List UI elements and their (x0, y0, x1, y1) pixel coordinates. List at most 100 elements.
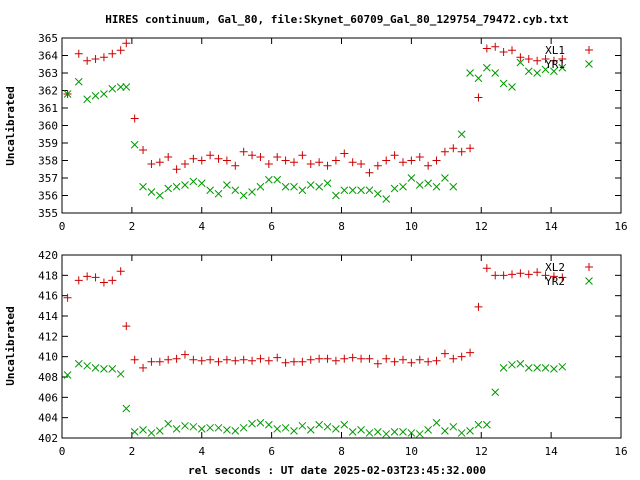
top-xl1-point (516, 53, 525, 62)
top-xl1-point (83, 56, 92, 65)
top-xl1-point (524, 55, 533, 63)
top-xl1-point (281, 156, 290, 165)
bottom-yr2-point (432, 418, 441, 427)
top-ytick-label: 357 (38, 172, 58, 185)
top-xl1-point (130, 114, 139, 123)
top-yr1-point (74, 77, 83, 86)
top-yr1-point (197, 179, 206, 188)
top-xl1-point (449, 144, 458, 153)
bottom-xtick-label: 10 (405, 445, 418, 458)
bottom-xl2-point (180, 350, 189, 359)
top-xl1-point (365, 168, 374, 177)
bottom-xl2-point (499, 271, 508, 280)
bottom-yr2-point (533, 363, 542, 372)
bottom-yr2-point (231, 427, 240, 435)
bottom-yr2-point (482, 420, 491, 429)
top-xl1-point (289, 158, 298, 167)
bottom-legend-label-xl2: XL2 (545, 261, 565, 274)
top-yr1-point (155, 191, 164, 200)
bottom-yr2-point (256, 418, 265, 427)
bottom-xl2-point (122, 322, 131, 331)
bottom-ytick-label: 410 (38, 351, 58, 364)
bottom-yr2-point (172, 424, 181, 433)
bottom-yr2-point (74, 359, 83, 368)
bottom-yr2-point (373, 428, 382, 436)
top-yr1-point (231, 186, 240, 195)
top-xtick-label: 2 (129, 220, 136, 233)
top-xtick-label: 14 (545, 220, 559, 233)
top-ytick-label: 364 (38, 50, 58, 63)
bottom-yr2-point (390, 428, 399, 436)
top-xtick-label: 0 (59, 220, 66, 233)
top-xl1-point (507, 46, 516, 55)
bottom-xl2-point (340, 354, 349, 363)
bottom-yr2-point (474, 420, 483, 429)
top-yr1-point (122, 83, 131, 91)
bottom-yr2-point (100, 365, 108, 373)
top-xl1-point (390, 151, 399, 160)
bottom-xl2-point (331, 356, 340, 365)
top-yr1-point (457, 130, 466, 139)
top-yr1-point (365, 186, 374, 195)
bottom-yr2-point (449, 422, 458, 431)
top-xtick-label: 8 (338, 220, 345, 233)
bottom-xl2-point (155, 357, 164, 366)
bottom-xl2-point (549, 272, 558, 281)
bottom-xl2-point (214, 357, 223, 366)
bottom-xl2-point (466, 348, 475, 357)
top-ytick-label: 363 (38, 67, 58, 80)
top-xl1-point (407, 156, 416, 165)
bottom-yr2-point (116, 370, 125, 378)
bottom-xtick-label: 4 (198, 445, 205, 458)
bottom-xl2-point (116, 267, 125, 276)
bottom-xl2-point (390, 357, 399, 366)
bottom-xl2-point (533, 268, 542, 277)
bottom-xl2-point (239, 355, 248, 364)
bottom-xl2-point (558, 273, 567, 282)
top-yr1-point (63, 90, 72, 98)
top-yr1-point (441, 174, 449, 182)
bottom-yr2-point (491, 388, 500, 397)
top-yr1-point (273, 175, 282, 184)
top-xl1-point (231, 161, 240, 170)
top-ytick-label: 359 (38, 137, 58, 150)
top-yr1-point (382, 195, 391, 203)
bottom-yr2-point (122, 404, 131, 413)
bottom-yr2-point (306, 426, 315, 434)
top-xl1-point (432, 156, 441, 165)
top-yr1-point (130, 140, 139, 149)
top-xl1-point (180, 160, 189, 168)
top-xl1-point (206, 151, 215, 160)
top-yr1-point (482, 63, 491, 72)
top-ytick-label: 360 (38, 120, 58, 133)
bottom-xl2-point (147, 357, 156, 366)
bottom-plot-panel: 402 404 406 408 410 412 414 416 418 420 0 2 4 6 8 10 12 1… (4, 249, 628, 477)
top-xl1-point (533, 56, 542, 65)
bottom-yr2-point (290, 427, 298, 435)
bottom-yr2-point (558, 362, 567, 371)
top-xl1-point (549, 56, 558, 65)
top-yr1-point (147, 188, 156, 196)
top-xl1-point (248, 151, 257, 160)
figure-title: HIRES continuum, Gal_80, file:Skynet_607… (105, 13, 569, 26)
bottom-yr2-point (415, 430, 424, 438)
bottom-xl2-point (139, 363, 148, 372)
bottom-legend-marker-xl2 (585, 263, 593, 271)
top-xl1-point (474, 93, 483, 102)
bottom-xl2-point (108, 276, 117, 285)
top-xl1-point (424, 161, 433, 170)
bottom-yr2-point (298, 421, 307, 430)
top-yr1-point (214, 189, 223, 198)
bottom-xl2-point (541, 271, 550, 280)
bottom-ytick-label: 418 (38, 269, 58, 282)
bottom-legend-marker-yr2 (585, 277, 593, 285)
top-yr1-point (550, 67, 558, 76)
bottom-xl2-point (289, 357, 298, 366)
top-xtick-label: 12 (475, 220, 488, 233)
top-yr1-point (524, 67, 533, 76)
bottom-xl2-point (482, 264, 491, 273)
bottom-yr2-point (424, 426, 432, 434)
top-xl1-point (306, 160, 315, 168)
